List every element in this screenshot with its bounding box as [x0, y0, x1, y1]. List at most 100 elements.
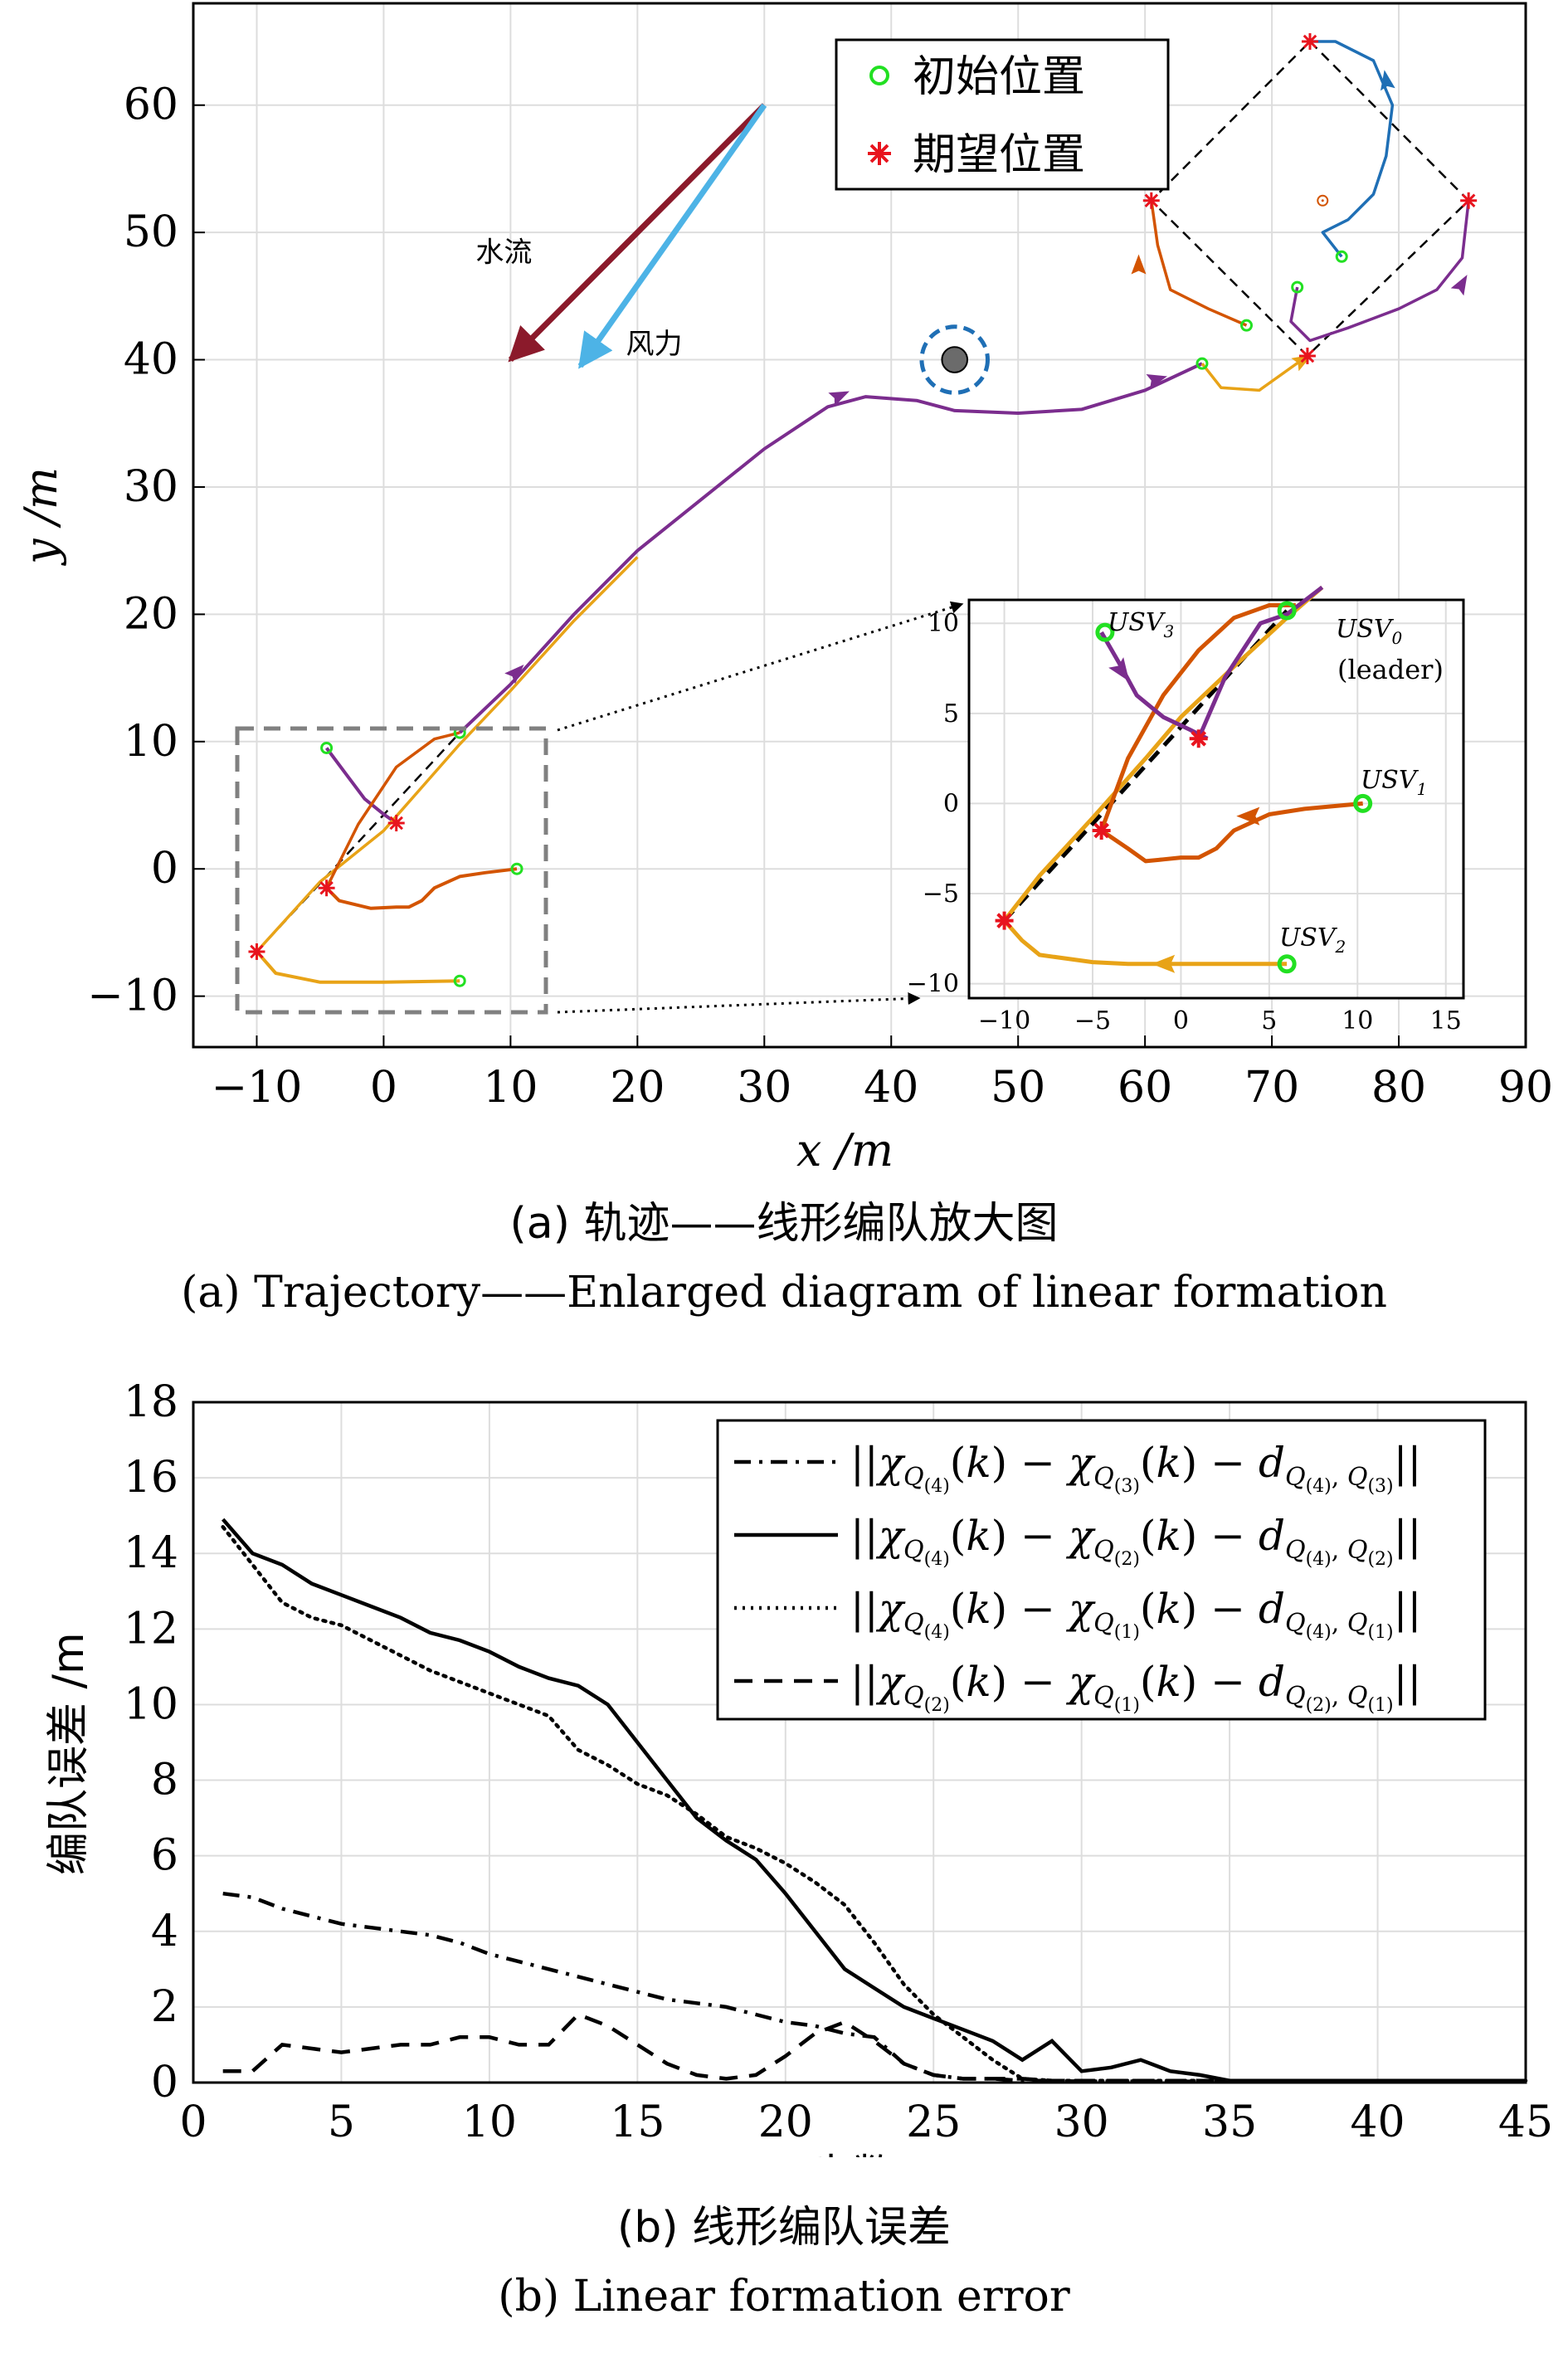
- error-x-tick-label: 10: [462, 2097, 517, 2147]
- error-x-tick-label: 20: [758, 2097, 813, 2147]
- star-stroke: [996, 913, 1012, 928]
- inset-y-tick-label: −5: [923, 879, 959, 909]
- inset-panel: −10 −5 0 5 10 15 −10 −5 0 5 10 USV3 USV0 (leader) …: [907, 585, 1465, 1035]
- star-stroke: [1303, 34, 1317, 49]
- trajectory-usv2-follow: [256, 556, 639, 953]
- y-tick-label: 10: [124, 717, 178, 767]
- arrowhead-shape: [1108, 657, 1130, 682]
- inset-y-tick-label: 0: [943, 789, 959, 818]
- direction-arrowhead: [1131, 254, 1147, 275]
- trajectory-diamond-purple: [1289, 200, 1470, 343]
- expected-position-marker: [318, 879, 335, 897]
- inset-usv1-follow: [1099, 603, 1296, 831]
- inset-y-tick-label: 10: [928, 609, 959, 638]
- x-tick-label: 50: [991, 1063, 1045, 1113]
- inset-usv2-approach: [1002, 918, 1288, 967]
- expected-position-marker: [1298, 347, 1316, 364]
- usv0-label: USV0: [1336, 615, 1403, 648]
- star-stroke: [1191, 730, 1207, 747]
- expected-position-marker: [1460, 192, 1478, 209]
- obstacle-marker: [941, 346, 969, 373]
- inset-x-tick-label: 5: [1261, 1006, 1277, 1035]
- x-tick-label: 30: [737, 1063, 791, 1113]
- legend-initial-marker: [869, 66, 889, 85]
- error-series-line: [221, 1525, 1528, 2083]
- y-tick-label: −10: [87, 972, 178, 1021]
- legend-series-label: ||χQ(4)(k) − χQ(3)(k) − dQ(4), Q(3)||: [850, 1439, 1421, 1497]
- inset-initial-marker: [1353, 793, 1373, 813]
- inset-direction-arrowhead: [1236, 806, 1260, 826]
- y-tick-label: 30: [124, 462, 178, 512]
- direction-arrowhead: [1146, 373, 1168, 389]
- error-series-line: [222, 2012, 1526, 2083]
- inset-x-tick-label: −10: [978, 1006, 1030, 1035]
- arrowhead-shape: [1152, 954, 1176, 973]
- inset-direction-arrowhead: [1152, 954, 1176, 973]
- legend-series-label: ||χQ(4)(k) − χQ(2)(k) − dQ(4), Q(2)||: [850, 1512, 1421, 1570]
- inset-initial-marker: [1277, 601, 1297, 621]
- x-tick-label: 0: [370, 1063, 397, 1113]
- inset-expected-marker: [1092, 821, 1111, 840]
- trajectory-diamond-blue: [1310, 40, 1395, 258]
- x-tick-label: 90: [1498, 1063, 1553, 1113]
- error-x-tick-label: 15: [610, 2097, 665, 2147]
- inset-y-tick-label: 5: [943, 699, 959, 728]
- formation-error-figure: 0 5 10 15 20 25 30 35 40 45 0 2 4 6 8 10 12 14 16 18 ||χQ(4…: [44, 1377, 1553, 2157]
- error-x-tick-label: 5: [328, 2097, 355, 2147]
- caption-a-en: (a) Trajectory——Enlarged diagram of line…: [181, 1268, 1387, 1318]
- inset-usv1-path: [1100, 801, 1363, 864]
- initial-position-marker: [1335, 250, 1348, 263]
- y-tick-label: 50: [124, 207, 178, 257]
- error-series-line: [222, 1891, 1526, 2084]
- caption-b-cn: (b) 线形编队误差: [616, 2203, 952, 2253]
- y-tick-label: 0: [151, 844, 178, 894]
- error-plot-frame: [192, 1401, 1527, 2084]
- legend-expected-label: 期望位置: [913, 130, 1085, 180]
- inset-tick-labels: −10 −5 0 5 10 15 −10 −5 0 5 10: [907, 609, 1462, 1035]
- trajectory-diamond-yellow: [1200, 354, 1308, 392]
- arrowhead-shape: [828, 391, 850, 407]
- arrowhead-shape: [1146, 373, 1168, 389]
- error-y-tick-label: 6: [151, 1831, 178, 1881]
- star-stroke: [1461, 193, 1476, 208]
- main-x-axis-label: x /m: [796, 1124, 894, 1177]
- star-stroke: [1093, 822, 1109, 839]
- inset-x-tick-label: 10: [1342, 1006, 1373, 1035]
- inset-expected-marker: [995, 911, 1014, 930]
- error-y-tick-label: 4: [151, 1907, 178, 1956]
- inset-content: [995, 585, 1373, 974]
- inset-x-tick-label: 15: [1430, 1006, 1462, 1035]
- trajectory-usv1: [325, 867, 518, 910]
- x-tick-label: −10: [212, 1063, 303, 1113]
- trajectory-usv3: [324, 747, 397, 825]
- zoom-pointer-bottom: [557, 992, 921, 1014]
- star-stroke: [1300, 348, 1315, 363]
- direction-arrowhead: [1380, 70, 1395, 91]
- y-tick-label: 40: [124, 335, 178, 385]
- y-tick-label: 20: [124, 589, 178, 639]
- direction-arrowhead: [504, 664, 524, 685]
- inset-expected-marker: [1189, 729, 1208, 748]
- inset-initial-marker: [1277, 954, 1297, 974]
- initial-position-marker: [320, 741, 334, 754]
- x-tick-label: 40: [864, 1063, 918, 1113]
- error-tick-labels: 0 5 10 15 20 25 30 35 40 45 0 2 4 6 8 10 12 14 16 18: [124, 1377, 1553, 2147]
- error-y-tick-label: 14: [124, 1528, 178, 1578]
- error-y-tick-label: 0: [151, 2058, 178, 2107]
- inset-initial-marker: [1095, 622, 1115, 642]
- error-y-tick-label: 16: [124, 1453, 178, 1503]
- arrowhead-shape: [1450, 275, 1468, 296]
- main-y-axis-label: y /m: [15, 467, 67, 566]
- inset-usv-labels: USV3 USV0 (leader) USV1 USV2: [1108, 608, 1444, 957]
- arrowhead-shape: [1131, 254, 1147, 275]
- error-x-tick-label: 35: [1202, 2097, 1257, 2147]
- error-legend: ||χQ(4)(k) − χQ(3)(k) − dQ(4), Q(3)|| ||χ…: [716, 1419, 1487, 1721]
- initial-position-marker: [1291, 280, 1304, 294]
- y-tick-label: 60: [124, 80, 178, 130]
- legend-expected-marker: [868, 142, 891, 165]
- inset-y-tick-label: −10: [907, 970, 959, 999]
- expected-position-marker: [248, 943, 265, 960]
- usv1-label: USV1: [1361, 766, 1427, 799]
- inset-x-tick-label: 0: [1173, 1006, 1189, 1035]
